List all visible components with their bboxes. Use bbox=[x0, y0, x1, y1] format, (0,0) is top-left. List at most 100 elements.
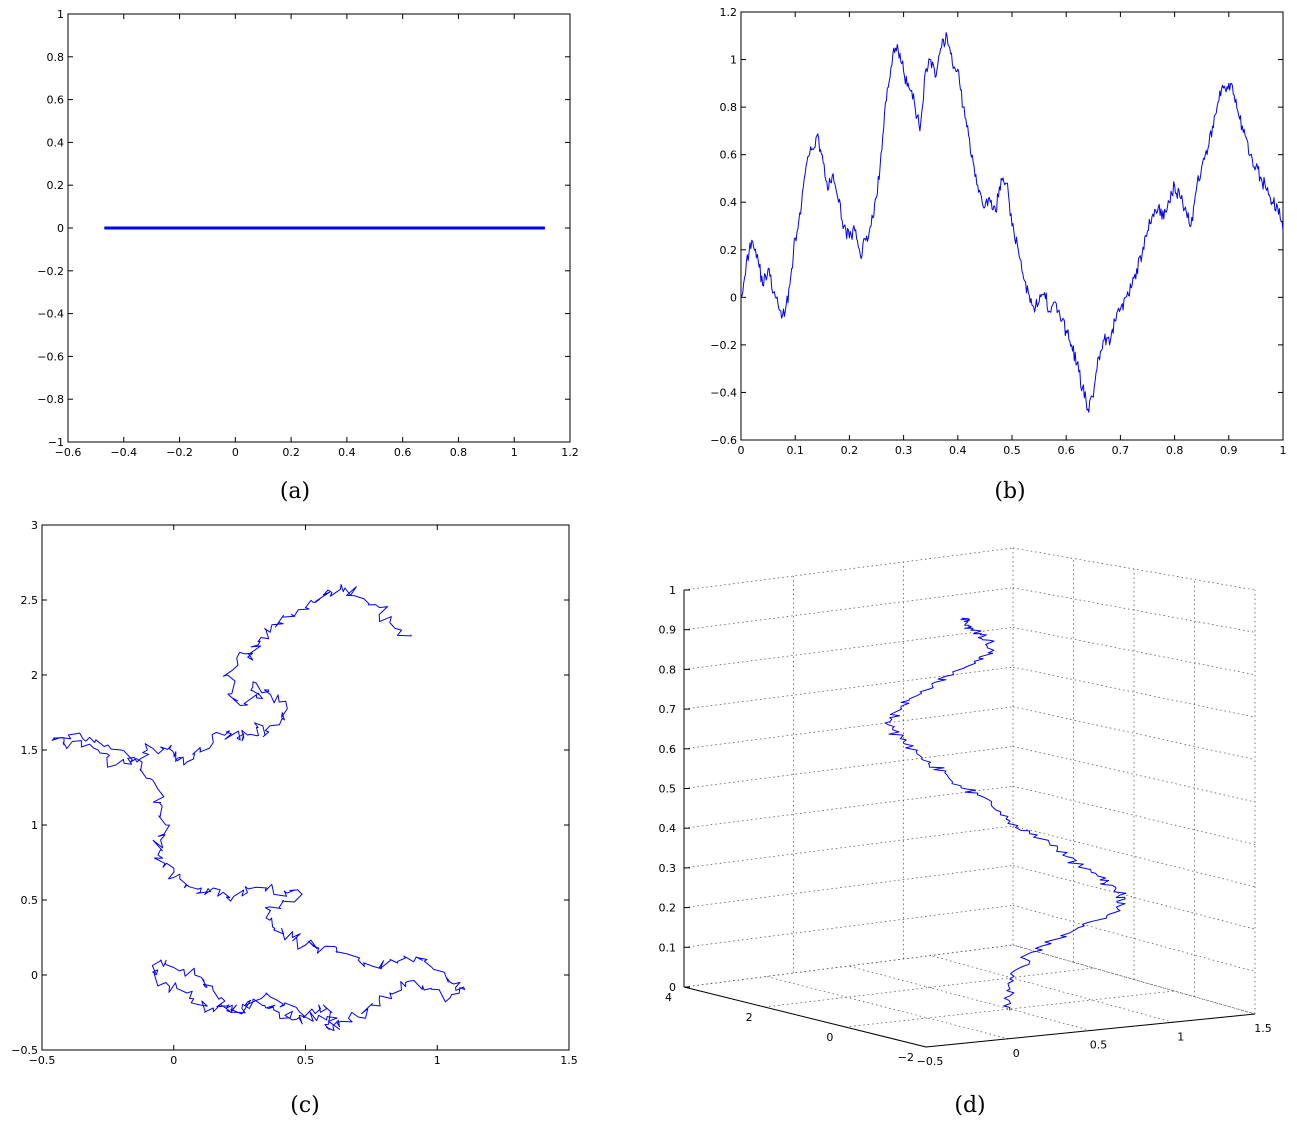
panel-c: −0.5 0 0.5 1 1.5 −0.5 0 0.5 1 1.5 2 2.5 3 (c) bbox=[11, 519, 577, 1118]
b-ytick-label: −0.4 bbox=[710, 386, 737, 399]
panel-d-grid bbox=[683, 547, 1256, 1048]
b-xtick-label: 0 bbox=[738, 444, 745, 457]
panel-b-xticks: 0 0.1 0.2 0.3 0.4 0.5 0.6 0.7 0.8 0.9 1 bbox=[738, 12, 1287, 457]
panel-c-series bbox=[51, 584, 466, 1032]
panel-d-zgrid-right bbox=[1012, 746, 1256, 803]
panel-d-ztick-label: 0.3 bbox=[659, 862, 677, 875]
panel-d-floor-grid-x bbox=[766, 976, 1009, 1040]
panel-d-zgrid-right bbox=[1012, 904, 1256, 972]
panel-d-xtick-label: 1.5 bbox=[1254, 1022, 1272, 1035]
a-xtick-label: −0.4 bbox=[110, 446, 137, 459]
panel-d-floor-grid-x bbox=[1012, 944, 1256, 1015]
panel-d-zgrid-right bbox=[1012, 587, 1256, 633]
panel-d-ztick-label: 0.1 bbox=[659, 941, 677, 954]
panel-d-zgrid-left bbox=[683, 706, 1014, 750]
b-xtick-label: 0.1 bbox=[786, 444, 804, 457]
a-ytick-label: 0.8 bbox=[47, 51, 65, 64]
a-xtick-label: 0.6 bbox=[394, 446, 412, 459]
panel-d-zgrid-right bbox=[1012, 944, 1256, 1015]
a-ytick-label: 1 bbox=[57, 8, 64, 21]
panel-d-zgrid-left bbox=[683, 785, 1014, 829]
panel-label-a: (a) bbox=[280, 479, 310, 504]
panel-d-ztick-label: 0 bbox=[669, 981, 676, 994]
a-ytick-label: −0.4 bbox=[37, 308, 64, 321]
c-ytick-label: 1 bbox=[31, 819, 38, 832]
panel-b-series bbox=[740, 32, 1284, 413]
panel-d-zgrid-left bbox=[683, 666, 1014, 710]
panel-d-ytick-label: −2 bbox=[898, 1051, 914, 1064]
b-ytick-label: 1.2 bbox=[720, 6, 738, 19]
a-xtick-label: 0.8 bbox=[450, 446, 468, 459]
panel-d-zgrid-right bbox=[1012, 666, 1256, 718]
panel-a: −0.6 −0.4 −0.2 0 0.2 0.4 0.6 0.8 1 1.2 −1−0.8−0.6… bbox=[37, 8, 578, 504]
panel-d-zgrid-left bbox=[683, 825, 1014, 869]
b-xtick-label: 0.7 bbox=[1112, 444, 1130, 457]
panel-d-xtick-label: 0.5 bbox=[1090, 1039, 1108, 1052]
a-xtick-label: 0 bbox=[232, 446, 239, 459]
a-xtick-label: 1 bbox=[511, 446, 518, 459]
b-xtick-label: 0.9 bbox=[1220, 444, 1238, 457]
panel-d-xtick-label: 0 bbox=[1013, 1047, 1020, 1060]
panel-d-series-line bbox=[884, 617, 1127, 1011]
a-ytick-label: −0.8 bbox=[37, 393, 64, 406]
b-ytick-label: 0.2 bbox=[720, 244, 738, 257]
panel-d-ytick-label: 4 bbox=[665, 991, 672, 1004]
panel-d-zgrid-right bbox=[1012, 627, 1256, 676]
panel-d-xtick-label: 1 bbox=[1177, 1030, 1184, 1043]
c-xtick-label: 0 bbox=[170, 1054, 177, 1067]
panel-d-floor-grid-x bbox=[848, 965, 1091, 1031]
c-ytick-label: 0.5 bbox=[21, 894, 39, 907]
panel-d-xticks: −0.5 0 0.5 1 1.5 bbox=[917, 1022, 1272, 1068]
panel-a-yticks: −1 −0.8 −0.6 −0.4 −0.2 0 0.2 0.4 0.6 0.8 1 bbox=[37, 8, 570, 449]
b-ytick-label: 0.4 bbox=[720, 196, 738, 209]
panel-b-yticks: −0.6 −0.4 −0.2 0 0.2 0.4 0.6 0.8 1 1.2 bbox=[710, 6, 1283, 447]
c-ytick-label: 3 bbox=[31, 519, 38, 532]
c-xtick-label: 1.5 bbox=[560, 1054, 578, 1067]
panel-d-zgrid-right bbox=[1012, 785, 1256, 845]
panel-d-zgrid-right bbox=[1012, 825, 1256, 888]
a-xtick-label: 0.4 bbox=[338, 446, 356, 459]
panel-d-ztick-label: 0.6 bbox=[659, 743, 677, 756]
panel-d-zgrid-right bbox=[1012, 706, 1256, 760]
a-xtick-label: 0.2 bbox=[282, 446, 300, 459]
panel-d-ytick-label: 0 bbox=[826, 1031, 833, 1044]
b-series-line bbox=[740, 32, 1284, 413]
a-ytick-label: 0.6 bbox=[47, 94, 65, 107]
panel-d-ztick-label: 0.4 bbox=[659, 822, 677, 835]
panel-d-ztick-label: 0.9 bbox=[659, 624, 677, 637]
panel-d-zgrid-left bbox=[683, 547, 1014, 591]
c-ytick-label: 0 bbox=[31, 969, 38, 982]
panel-b: 0 0.1 0.2 0.3 0.4 0.5 0.6 0.7 0.8 0.9 1 −0.6−0.4−0… bbox=[710, 6, 1286, 504]
c-ytick-label: −0.5 bbox=[11, 1044, 38, 1057]
c-xtick-label: −0.5 bbox=[29, 1054, 56, 1067]
c-ytick-label: 1.5 bbox=[21, 744, 39, 757]
b-xtick-label: 0.5 bbox=[1003, 444, 1021, 457]
panel-d-zticks: 0 0.1 0.2 0.3 0.4 0.5 0.6 0.7 0.8 0.9 1 bbox=[659, 584, 690, 994]
panel-d-xtick-label: −0.5 bbox=[917, 1055, 944, 1068]
panel-d-floor-grid-x bbox=[930, 955, 1173, 1023]
c-xtick-label: 1 bbox=[434, 1054, 441, 1067]
a-ytick-label: −0.2 bbox=[37, 265, 64, 278]
panel-d-zgrid-left bbox=[683, 746, 1014, 789]
a-ytick-label: 0.4 bbox=[47, 136, 65, 149]
b-xtick-label: 0.6 bbox=[1057, 444, 1075, 457]
b-xtick-label: 0.2 bbox=[841, 444, 859, 457]
b-ytick-label: −0.2 bbox=[710, 339, 737, 352]
panel-d-zgrid-left bbox=[683, 904, 1014, 948]
panel-d-y-axis bbox=[683, 986, 927, 1048]
a-xtick-label: −0.2 bbox=[166, 446, 193, 459]
b-xtick-label: 0.8 bbox=[1166, 444, 1184, 457]
panel-c-xticks: −0.5 0 0.5 1 1.5 bbox=[29, 525, 578, 1067]
panel-label-b: (b) bbox=[994, 479, 1025, 504]
panel-d-series bbox=[884, 617, 1127, 1011]
b-ytick-label: 0.6 bbox=[720, 149, 738, 162]
b-ytick-label: 0.8 bbox=[720, 101, 738, 114]
a-ytick-label: 0 bbox=[57, 222, 64, 235]
c-xtick-label: 0.5 bbox=[297, 1054, 315, 1067]
panel-d-ztick-label: 0.8 bbox=[659, 663, 677, 676]
panel-d-zgrid-left bbox=[683, 865, 1014, 908]
panel-a-xticks: −0.6 −0.4 −0.2 0 0.2 0.4 0.6 0.8 1 1.2 bbox=[55, 14, 579, 459]
panel-label-d: (d) bbox=[954, 1093, 985, 1118]
a-ytick-label: −0.6 bbox=[37, 350, 64, 363]
panel-d-zgrid-left bbox=[683, 627, 1014, 670]
